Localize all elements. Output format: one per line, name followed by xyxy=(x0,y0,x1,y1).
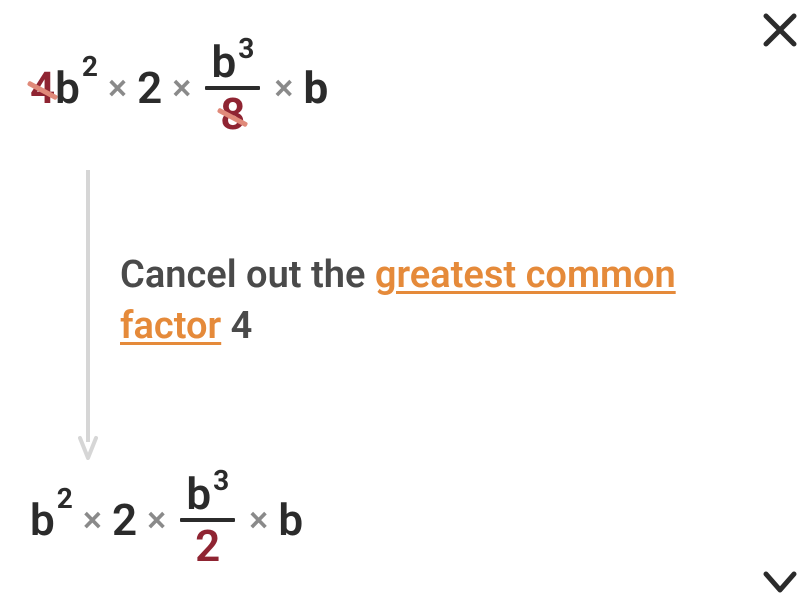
exponent: 2 xyxy=(57,482,73,515)
constant: 2 xyxy=(112,494,137,546)
fraction: b 3 2 xyxy=(180,470,235,571)
numerator-exponent: 3 xyxy=(238,34,254,65)
numerator-exponent: 3 xyxy=(213,466,229,497)
explanation-prefix: Cancel out the xyxy=(120,253,375,297)
multiply-sign: × xyxy=(108,67,127,109)
multiply-sign: × xyxy=(249,499,268,541)
cancelled-denominator: 8 xyxy=(220,90,245,138)
explanation-suffix: 4 xyxy=(221,304,252,348)
exponent: 2 xyxy=(82,50,98,83)
cancelled-coefficient: 4 xyxy=(30,62,55,114)
multiply-sign: × xyxy=(172,67,191,109)
step-arrow-icon xyxy=(78,170,98,460)
numerator-base: b xyxy=(186,470,211,518)
multiply-sign: × xyxy=(147,499,166,541)
variable: b xyxy=(278,494,303,546)
chevron-down-icon[interactable] xyxy=(760,562,800,602)
variable: b xyxy=(30,494,55,546)
close-icon[interactable] xyxy=(760,10,800,50)
step-explanation: Cancel out the greatest common factor 4 xyxy=(120,250,730,353)
multiply-sign: × xyxy=(83,499,102,541)
fraction: b 3 8 xyxy=(205,38,260,139)
variable: b xyxy=(55,62,80,114)
variable: b xyxy=(303,62,328,114)
equation-before: 4 b 2 × 2 × b 3 8 × b xyxy=(30,38,328,139)
denominator: 2 xyxy=(195,522,220,570)
numerator-base: b xyxy=(211,38,236,86)
constant: 2 xyxy=(137,62,162,114)
equation-after: b 2 × 2 × b 3 2 × b xyxy=(30,470,303,571)
multiply-sign: × xyxy=(274,67,293,109)
